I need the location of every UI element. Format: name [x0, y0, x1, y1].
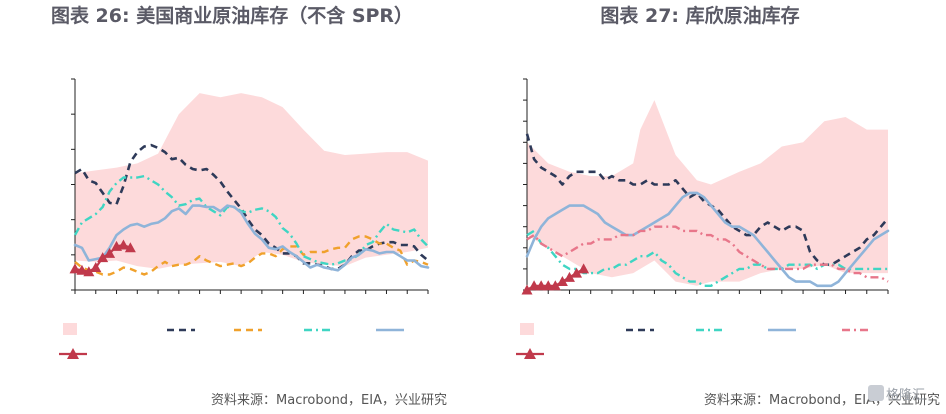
series-point-2025 [556, 276, 568, 287]
legend-item-2025 [59, 348, 87, 359]
series-point-2025 [90, 261, 102, 272]
legend-swatch-range [63, 323, 77, 335]
series-point-2025 [117, 239, 129, 250]
series-point-2025 [76, 264, 88, 275]
range-band [75, 93, 428, 269]
chart-left-title: 图表 26: 美国商业原油库存（不含 SPR） [51, 4, 413, 27]
watermark-icon [868, 385, 884, 401]
watermark-logo: 格隆汇 [868, 385, 925, 403]
chart-right-title: 图表 27: 库欣原油库存 [600, 4, 799, 27]
legend-swatch-marker [67, 348, 79, 359]
chart-left-legend [59, 323, 404, 359]
series-line-2024 [526, 225, 889, 283]
series-line-2023 [525, 191, 890, 288]
series-point-2025 [578, 263, 590, 274]
series-point-2025 [69, 263, 81, 274]
watermark-text: 格隆汇 [886, 387, 925, 403]
series-point-2025 [124, 242, 136, 253]
chart-left-plot [69, 78, 430, 294]
range-band [527, 100, 888, 286]
series-point-2025 [563, 271, 575, 282]
series-point-2025 [571, 267, 583, 278]
series-point-2025 [104, 247, 116, 258]
legend-item-Range-20-24 [520, 323, 534, 335]
series-point-2025 [521, 284, 533, 295]
series-point-2025 [549, 280, 561, 291]
chart-left: 图表 26: 美国商业原油库存（不含 SPR） 资料来源：Macrobond，E… [51, 4, 447, 408]
chart-right: 图表 27: 库欣原油库存 资料来源：Macrobond，EIA，兴业研究 [516, 4, 940, 408]
chart-left-source: 资料来源：Macrobond，EIA，兴业研究 [211, 393, 447, 408]
chart-right-legend [516, 323, 870, 359]
series-point-2025 [542, 280, 554, 291]
series-line-2021 [74, 143, 429, 271]
series-point-2025 [97, 252, 109, 263]
series-point-2025 [535, 280, 547, 291]
series-point-2025 [528, 280, 540, 291]
chart-right-plot [521, 78, 890, 295]
legend-swatch-range [520, 323, 534, 335]
series-point-2025 [83, 266, 95, 277]
legend-swatch-marker [524, 348, 536, 359]
series-line-2022 [74, 235, 429, 276]
legend-item-Range-20-24 [63, 323, 77, 335]
series-line-2024 [73, 204, 430, 272]
series-line-2023 [73, 174, 429, 266]
legend-item-2025 [516, 348, 544, 359]
